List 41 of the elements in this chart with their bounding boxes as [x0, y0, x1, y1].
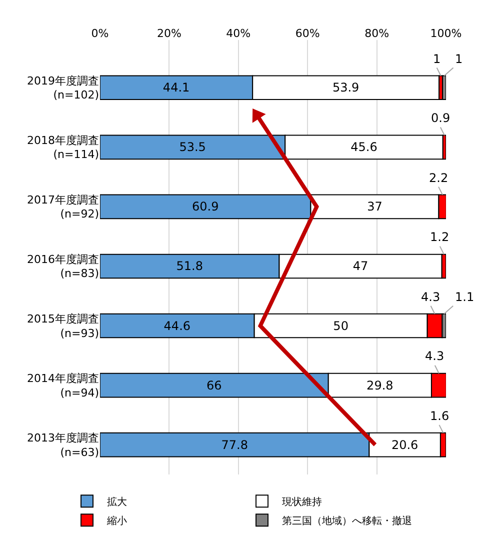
x-tick-label: 80% — [364, 26, 390, 40]
data-label: 29.8 — [366, 378, 394, 392]
data-label: 1 — [433, 52, 441, 66]
data-label: 53.9 — [332, 80, 360, 95]
data-label: 66 — [206, 378, 222, 392]
data-label: 51.8 — [176, 259, 203, 274]
data-label: 1.1 — [455, 290, 474, 304]
data-label: 47 — [352, 259, 368, 274]
bar — [442, 75, 446, 100]
y-tick-label: 2014年度調査 (n=94) — [27, 372, 99, 400]
legend-label: 拡大 — [107, 496, 127, 508]
x-tick-label: 20% — [156, 26, 182, 40]
x-tick-label: 40% — [226, 26, 251, 40]
y-tick-label: 2019年度調査 (n=102) — [27, 74, 99, 102]
data-label: 50 — [333, 318, 348, 333]
x-tick-label: 0% — [91, 26, 109, 40]
data-label: 4.3 — [421, 290, 440, 304]
data-label: 44.1 — [162, 80, 190, 95]
y-tick-label: 2015年度調査 (n=93) — [27, 312, 99, 340]
data-label: 1 — [455, 52, 463, 66]
data-label: 20.6 — [391, 438, 418, 452]
data-label: 60.9 — [192, 200, 219, 214]
x-tick-label: 60% — [295, 26, 320, 40]
data-label: 37 — [367, 200, 382, 214]
data-label: 4.3 — [425, 349, 444, 363]
data-label: 2.2 — [429, 171, 448, 185]
x-tick-label: 100% — [430, 26, 462, 40]
data-label: 44.6 — [164, 318, 191, 333]
y-tick-label: 2016年度調査 (n=83) — [27, 252, 99, 280]
data-label: 0.9 — [431, 111, 450, 125]
data-label: 1.2 — [430, 230, 450, 244]
data-label: 45.6 — [350, 140, 378, 154]
y-tick-label: 2013年度調査 (n=63) — [27, 432, 99, 459]
legend-label: 第三国（地域）へ移転・撤退 — [282, 515, 412, 527]
data-label: 53.5 — [179, 140, 206, 154]
data-label: 1.6 — [430, 409, 450, 423]
legend-label: 現状維持 — [282, 496, 322, 508]
legend-label: 縮小 — [106, 515, 127, 527]
y-tick-label: 2017年度調査 (n=92) — [27, 193, 99, 221]
data-label: 77.8 — [221, 438, 248, 452]
y-tick-label: 2018年度調査 (n=114) — [27, 134, 99, 162]
